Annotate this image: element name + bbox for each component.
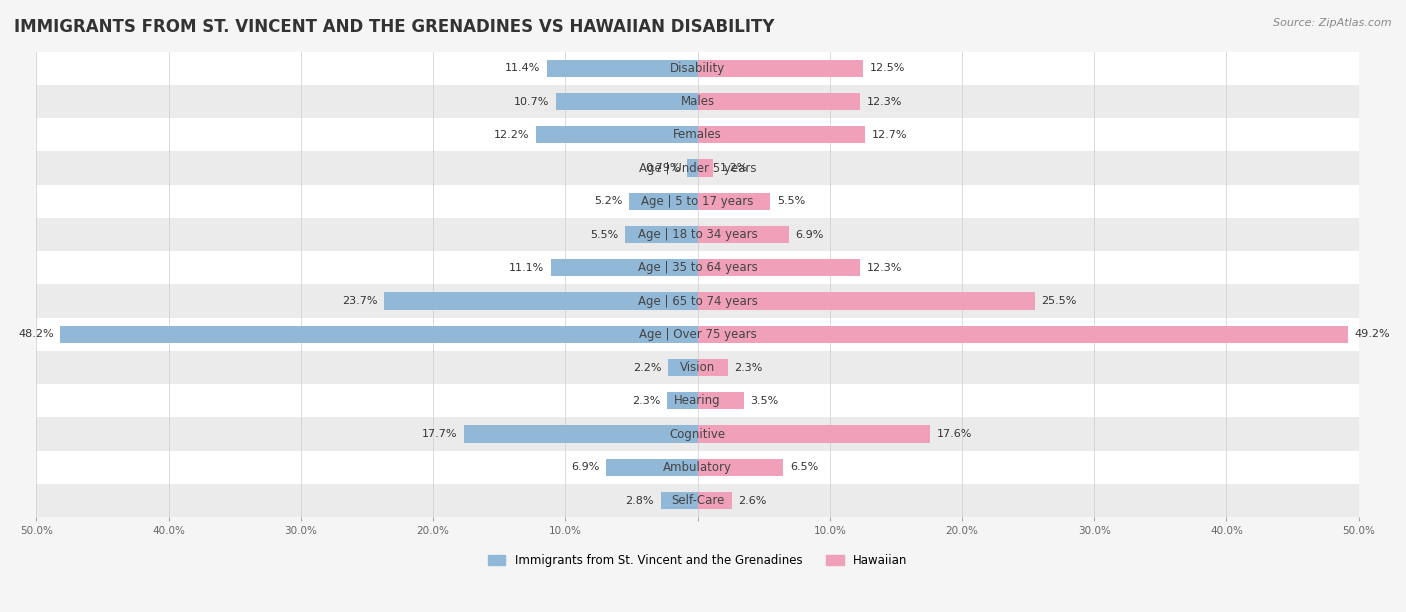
Bar [37,218,1358,251]
Bar [37,384,1358,417]
Text: 2.3%: 2.3% [734,362,763,373]
Text: Source: ZipAtlas.com: Source: ZipAtlas.com [1274,18,1392,28]
Text: 12.2%: 12.2% [494,130,530,140]
Text: 5.2%: 5.2% [593,196,623,206]
Bar [464,425,697,442]
Legend: Immigrants from St. Vincent and the Grenadines, Hawaiian: Immigrants from St. Vincent and the Gren… [482,550,912,572]
Bar [697,392,744,409]
Bar [37,450,1358,484]
Text: 2.3%: 2.3% [633,396,661,406]
Bar [384,293,697,310]
Text: Age | 18 to 34 years: Age | 18 to 34 years [638,228,758,241]
Text: Hearing: Hearing [675,394,721,408]
Text: 2.8%: 2.8% [626,496,654,506]
Bar [697,60,863,77]
Text: Ambulatory: Ambulatory [664,461,733,474]
Text: Age | Under 5 years: Age | Under 5 years [638,162,756,174]
Text: 11.4%: 11.4% [505,64,540,73]
Bar [37,52,1358,85]
Bar [697,458,783,476]
Text: Vision: Vision [681,361,716,374]
Text: 12.7%: 12.7% [872,130,908,140]
Text: Age | Over 75 years: Age | Over 75 years [638,328,756,341]
Text: 10.7%: 10.7% [515,97,550,106]
Bar [606,458,697,476]
Text: 2.6%: 2.6% [738,496,766,506]
Text: Females: Females [673,129,721,141]
Text: Age | 5 to 17 years: Age | 5 to 17 years [641,195,754,208]
Text: Males: Males [681,95,714,108]
Bar [551,259,697,277]
Bar [37,118,1358,151]
Text: 49.2%: 49.2% [1354,329,1391,339]
Bar [37,251,1358,285]
Text: 12.3%: 12.3% [866,97,903,106]
Text: Self-Care: Self-Care [671,494,724,507]
Text: 17.7%: 17.7% [422,429,457,439]
Bar [697,293,1035,310]
Bar [37,151,1358,185]
Text: 5.5%: 5.5% [591,230,619,239]
Text: 25.5%: 25.5% [1042,296,1077,306]
Bar [547,60,697,77]
Bar [697,425,931,442]
Bar [37,417,1358,450]
Text: 17.6%: 17.6% [936,429,972,439]
Text: Disability: Disability [669,62,725,75]
Bar [37,351,1358,384]
Text: 23.7%: 23.7% [342,296,378,306]
Bar [37,484,1358,517]
Text: 11.1%: 11.1% [509,263,544,273]
Text: 6.9%: 6.9% [796,230,824,239]
Bar [37,318,1358,351]
Text: 1.2%: 1.2% [720,163,748,173]
Text: 6.5%: 6.5% [790,462,818,472]
Text: 12.3%: 12.3% [866,263,903,273]
Bar [536,126,697,143]
Bar [60,326,697,343]
Text: 0.79%: 0.79% [645,163,681,173]
Bar [697,160,713,177]
Bar [697,492,733,509]
Text: IMMIGRANTS FROM ST. VINCENT AND THE GRENADINES VS HAWAIIAN DISABILITY: IMMIGRANTS FROM ST. VINCENT AND THE GREN… [14,18,775,36]
Text: 5.5%: 5.5% [778,196,806,206]
Bar [697,93,860,110]
Text: Age | 35 to 64 years: Age | 35 to 64 years [638,261,758,274]
Text: 12.5%: 12.5% [869,64,905,73]
Bar [697,126,866,143]
Bar [37,285,1358,318]
Text: 2.2%: 2.2% [633,362,662,373]
Bar [688,160,697,177]
Bar [37,85,1358,118]
Text: 48.2%: 48.2% [18,329,53,339]
Bar [697,193,770,210]
Text: 3.5%: 3.5% [751,396,779,406]
Bar [666,392,697,409]
Text: 6.9%: 6.9% [571,462,600,472]
Bar [697,326,1348,343]
Bar [661,492,697,509]
Bar [697,259,860,277]
Bar [697,226,789,243]
Bar [624,226,697,243]
Bar [668,359,697,376]
Text: Cognitive: Cognitive [669,428,725,441]
Bar [697,359,728,376]
Bar [557,93,697,110]
Bar [628,193,697,210]
Bar [37,185,1358,218]
Text: Age | 65 to 74 years: Age | 65 to 74 years [637,294,758,308]
